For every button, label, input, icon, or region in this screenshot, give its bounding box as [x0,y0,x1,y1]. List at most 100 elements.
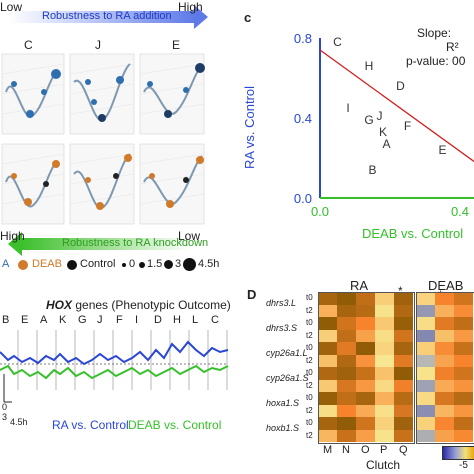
heatmap-cell-ra [356,404,375,417]
arrow-top-label: Robustness to RA addition [42,10,172,22]
heatmap-cell-deab [435,392,454,405]
heatmap-time-label: t0 [306,393,313,402]
arrow-bottom-label: Robustness to RA knockdown [62,237,209,249]
scatter-point-g: G [364,113,373,127]
heatmap-cell-deab [454,317,473,330]
heatmap-cell-ra [337,317,356,330]
hox-letter: G [78,314,87,326]
heatmap-cell-ra [375,404,394,417]
hox-letter: L [192,314,199,326]
heatmap-cell-ra [394,342,413,355]
heatmap-cell-ra [318,367,337,380]
heatmap-cell-deab [454,417,473,430]
heatmap-cell-deab [435,304,454,317]
heatmap-cell-deab [454,367,473,380]
heatmap-cell-ra [394,404,413,417]
y-tick-label: 0.8 [294,31,312,46]
heatmap-cell-ra [394,354,413,367]
heatmap-gene-label: hoxb1.S [266,423,300,433]
hox-letter: A [40,314,48,326]
heatmap-cell-ra [356,392,375,405]
heatmap-gene-label: hoxa1.S [266,398,300,408]
heatmap-cell-deab [416,292,435,305]
heatmap-cell-ra [356,329,375,342]
arrow-top-high: High [178,0,203,14]
heatmap-cell-deab [435,417,454,430]
heatmap-cell-deab [454,429,473,442]
heatmap-cell-deab [416,304,435,317]
heatmap-cell-ra [375,342,394,355]
x-tick-label: 0.4 [451,204,469,219]
heatmap-cell-deab [435,354,454,367]
legend-deab-label: DEAB [32,258,62,270]
heatmap-cell-ra [356,354,375,367]
heatmap-cell-ra [356,417,375,430]
legend-ra-label: A [2,258,10,270]
heatmap-cell-deab [454,404,473,417]
heatmap-cell-ra [375,317,394,330]
y-tick-label: 0.4 [294,111,312,126]
heatmap-cell-deab [454,392,473,405]
arrow-bottom-high: High [0,229,25,243]
heatmap-clutch-label: P [380,444,388,456]
hox-letter: F [116,314,123,326]
hox-trace-plot [0,330,229,403]
heatmap-clutch-label: Q [399,444,408,456]
heatmap-cell-ra [356,317,375,330]
legend-deab-vs-control: DEAB vs. Control [128,418,222,432]
heatmap-cell-ra [337,329,356,342]
heatmap-cell-deab [416,417,435,430]
heatmap-cell-deab [435,329,454,342]
heatmap-cell-ra [318,379,337,392]
scale-0: 0 [2,402,8,412]
scatter-point-c: C [333,35,342,49]
heatmap-cell-deab [454,354,473,367]
scatter-point-j: J [377,109,383,123]
hox-title-italic: HOX [46,298,73,312]
heatmap-cell-ra [394,417,413,430]
heatmap-cell-ra [394,292,413,305]
heatmap-cell-ra [337,367,356,380]
column-label-e: E [172,38,181,52]
heatmap-cell-deab [435,317,454,330]
heatmap-cell-deab [416,317,435,330]
heatmap-gene-label: cyp26a1.S [266,373,309,383]
heatmap-gene-label: dhrs3.S [266,323,298,333]
heatmap-cell-deab [416,354,435,367]
heatmap-cell-ra [356,342,375,355]
heatmap-cell-ra [337,379,356,392]
heatmap-time-label: t0 [306,293,313,302]
heatmap-time-label: t2 [306,380,313,390]
scatter-point-f: F [404,119,411,133]
legend-control-label: Control [80,258,116,270]
heatmap-cell-ra [337,354,356,367]
heatmap-cell-ra [337,392,356,405]
hox-letter: K [59,314,67,326]
heatmap-cell-ra [375,429,394,442]
heatmap-cell-ra [394,392,413,405]
hox-letter: H [173,314,181,326]
heatmap-ra-label: RA [350,278,369,293]
heatmap-cell-deab [435,379,454,392]
legend-size-dot-2 [164,260,173,269]
heatmap-cell-ra [375,354,394,367]
hox-letter: I [135,314,139,326]
legend-ra-vs-control: RA vs. Control [52,418,129,432]
heatmap-cell-ra [394,304,413,317]
heatmap-cell-ra [318,354,337,367]
heatmap-ra-frame [318,292,415,444]
stat-slope: Slope: [417,26,452,40]
heatmap-clutch-label: O [361,444,370,456]
heatmap-cell-deab [435,429,454,442]
heatmap-time-label: t2 [306,355,313,365]
heatmap-cell-deab [416,404,435,417]
legend-size-dot-1 [139,262,145,268]
heatmap-time-label: t2 [306,430,313,440]
heatmap-time-label: t2 [306,405,313,415]
hox-letter: C [211,314,219,326]
column-label-c: C [24,38,33,52]
heatmap-time-label: t0 [306,418,313,427]
heatmap-cell-ra [318,417,337,430]
fit-line [319,49,474,163]
heatmap-cell-deab [435,292,454,305]
